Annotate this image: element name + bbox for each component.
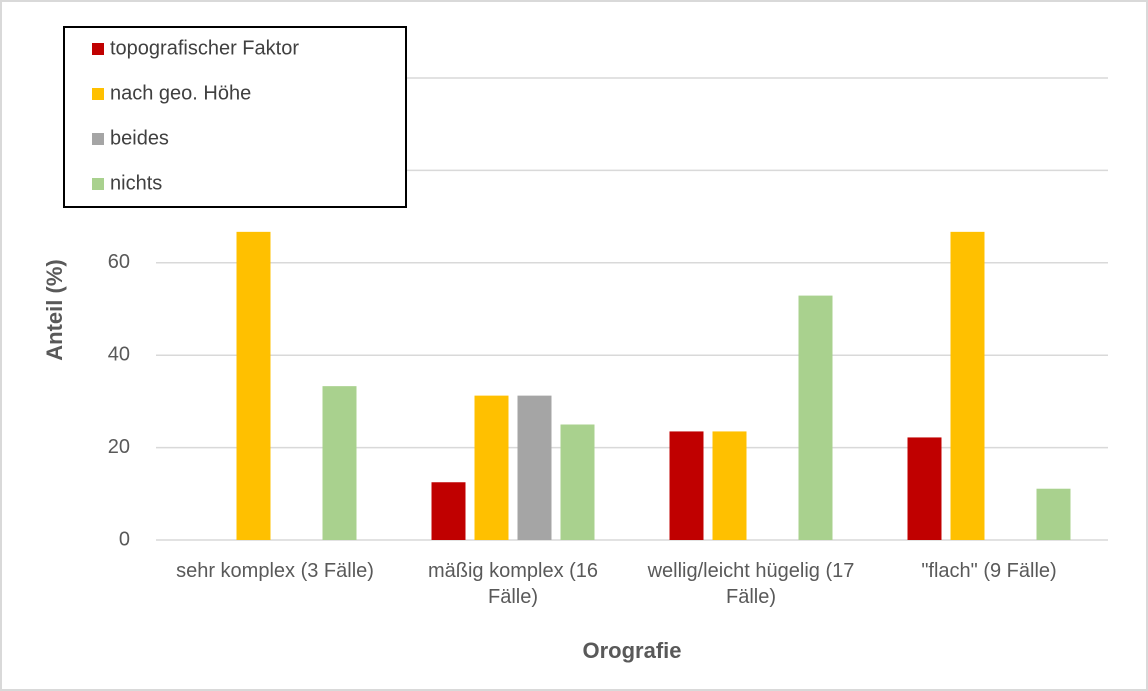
y-tick-label: 20: [108, 436, 130, 458]
bar: [322, 386, 357, 540]
x-tick-label: sehr komplex (3 Fälle): [176, 560, 374, 582]
x-axis-title: Orografie: [582, 638, 681, 663]
legend-swatch: [92, 88, 104, 100]
legend-label: beides: [110, 127, 169, 149]
legend-box: [63, 26, 407, 208]
legend-label: nach geo. Höhe: [110, 82, 251, 104]
bar: [517, 395, 552, 540]
legend-swatch: [92, 178, 104, 190]
x-tick-label: "flach" (9 Fälle): [921, 560, 1057, 582]
bar: [798, 295, 833, 540]
bar: [712, 431, 747, 540]
x-tick-label: mäßig komplex (16 Fälle): [427, 560, 599, 608]
x-tick-label: wellig/leicht hügelig (17 Fälle): [647, 560, 855, 608]
bar: [950, 231, 985, 540]
bar: [560, 424, 595, 540]
bar: [1036, 488, 1071, 540]
legend-label: topografischer Faktor: [110, 37, 299, 59]
legend-swatch: [92, 43, 104, 55]
legend-swatch: [92, 133, 104, 145]
bar: [236, 231, 271, 540]
y-tick-label: 60: [108, 251, 130, 273]
y-tick-label: 40: [108, 343, 130, 365]
y-axis-title: Anteil (%): [42, 259, 67, 360]
bar: [431, 482, 466, 540]
bar: [907, 437, 942, 540]
bar: [669, 431, 704, 540]
y-tick-label: 0: [119, 528, 130, 550]
bar: [474, 395, 509, 540]
legend-label: nichts: [110, 172, 162, 194]
